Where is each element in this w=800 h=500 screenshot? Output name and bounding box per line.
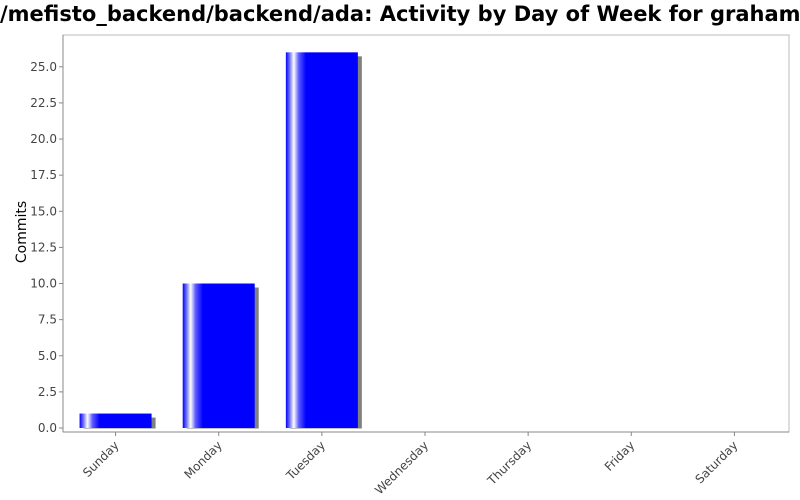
x-tick-label: Saturday — [692, 438, 740, 486]
y-tick-label: 7.5 — [38, 313, 57, 327]
y-axis-title: Commits — [14, 201, 30, 263]
y-tick-label: 25.0 — [30, 60, 57, 74]
bar-sunday — [79, 413, 152, 428]
y-tick-label: 2.5 — [38, 385, 57, 399]
bars — [79, 52, 358, 429]
plot-area — [62, 34, 790, 433]
x-axis: Sunday Monday Tuesday Wednesday Thursday Frid… — [80, 432, 741, 497]
bar-monday — [182, 283, 255, 428]
plot-frame — [62, 34, 790, 433]
x-tick-label: Friday — [602, 438, 638, 474]
x-tick-label: Wednesday — [372, 438, 431, 497]
x-tick-label: Monday — [181, 438, 224, 481]
y-tick-label: 10.0 — [30, 277, 57, 291]
y-tick-label: 22.5 — [30, 96, 57, 110]
bar-tuesday — [285, 52, 358, 429]
y-axis: 0.0 2.5 5.0 7.5 10.0 12.5 15.0 17.5 20.0 22.5 25.0 — [30, 60, 63, 435]
y-tick-label: 15.0 — [30, 204, 57, 218]
y-tick-label: 0.0 — [38, 421, 57, 435]
x-tick-label: Tuesday — [283, 438, 328, 483]
y-tick-label: 17.5 — [30, 168, 57, 182]
x-tick-label: Sunday — [80, 438, 122, 480]
y-tick-label: 20.0 — [30, 132, 57, 146]
y-tick-label: 12.5 — [30, 240, 57, 254]
chart-title: /mefisto_backend/backend/ada: Activity b… — [0, 2, 800, 26]
x-tick-label: Thursday — [484, 438, 534, 488]
y-tick-label: 5.0 — [38, 349, 57, 363]
